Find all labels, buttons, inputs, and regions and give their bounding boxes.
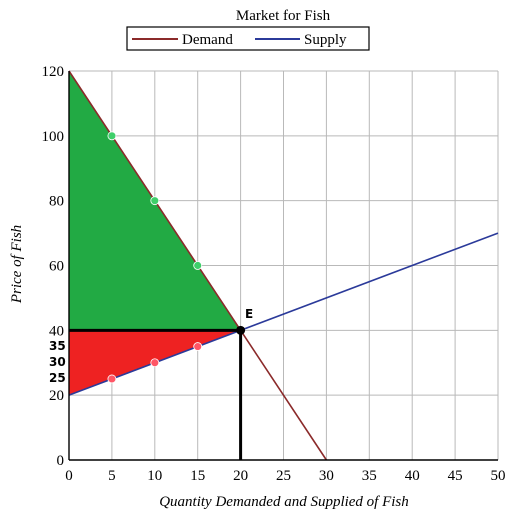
x-tick-label: 5 [108,468,116,484]
x-tick-label: 20 [233,468,248,484]
x-tick-label: 25 [276,468,291,484]
supply-point [193,342,203,351]
x-tick-label: 15 [190,468,205,484]
chart-title: Market for Fish [236,8,331,24]
x-tick-label: 50 [491,468,506,484]
supply-curve [68,232,499,396]
supply-price-labels: 35 30 25 [49,339,66,385]
supply-point [150,358,160,368]
legend: Demand Supply [126,26,370,51]
eq-label: E [245,307,253,321]
supply-point [107,374,117,384]
y-tick-label: 100 [42,129,65,145]
x-tick-label: 45 [448,468,463,484]
y-tick-label: 20 [49,388,64,404]
x-tick-label: 30 [319,468,334,484]
y-tick-label: 0 [57,453,65,469]
x-tick-label: 0 [65,468,73,484]
y-tick-label: 80 [49,194,64,210]
x-tick-label: 40 [405,468,420,484]
legend-supply-label: Supply [304,32,347,48]
supply-price-label-35: 35 [49,339,66,353]
legend-demand-label: Demand [182,32,233,48]
axes [68,71,498,461]
x-tick-label: 35 [362,468,377,484]
demand-point [193,261,203,270]
supply-price-label-30: 30 [49,355,66,369]
demand-point [150,196,160,206]
data-markers [107,131,246,384]
x-axis-label: Quantity Demanded and Supplied of Fish [159,494,409,510]
y-axis-label: Price of Fish [9,225,25,304]
legend-box [126,26,370,51]
x-tick-label: 10 [147,468,162,484]
y-tick-label: 40 [49,323,64,339]
supply-price-label-25: 25 [49,371,66,385]
demand-point [107,131,117,141]
y-tick-label: 120 [42,64,65,80]
y-tick-label: 60 [49,259,64,275]
